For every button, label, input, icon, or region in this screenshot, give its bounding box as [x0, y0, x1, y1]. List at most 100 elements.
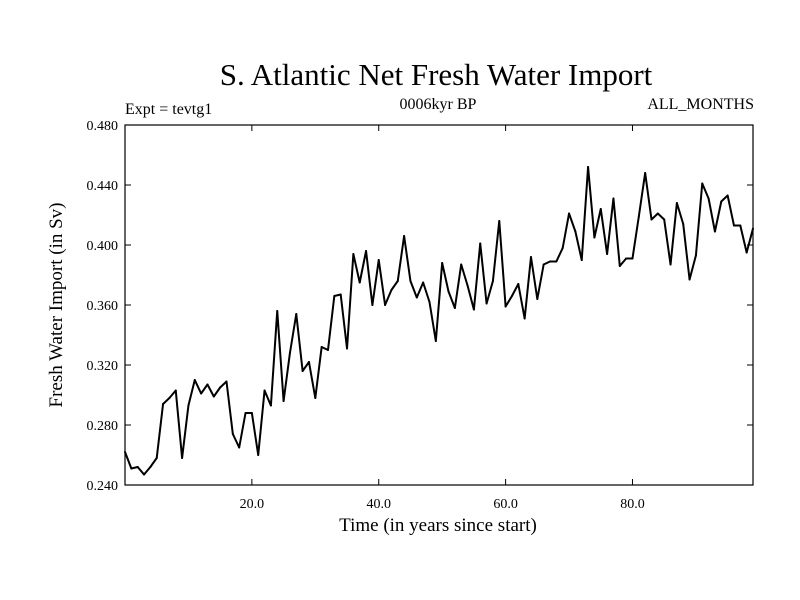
- data-point: [352, 253, 355, 255]
- data-point: [498, 220, 501, 222]
- data-point: [434, 340, 437, 342]
- data-point: [314, 397, 317, 399]
- data-point: [663, 218, 666, 221]
- data-point: [409, 280, 412, 282]
- data-point: [212, 395, 215, 398]
- data-point: [130, 467, 133, 470]
- data-point: [631, 257, 634, 260]
- data-point: [276, 310, 279, 312]
- data-point: [618, 265, 621, 267]
- data-point: [688, 278, 691, 281]
- data-point: [555, 260, 558, 263]
- data-point: [307, 361, 310, 363]
- data-point: [472, 308, 475, 311]
- period-label: 0006kyr BP: [400, 96, 477, 113]
- data-point: [460, 263, 463, 266]
- data-point: [346, 347, 349, 350]
- data-point: [587, 166, 590, 168]
- data-point: [574, 230, 577, 233]
- data-point: [295, 313, 298, 315]
- data-point: [447, 290, 450, 293]
- series-line: [124, 166, 754, 476]
- data-point: [637, 215, 640, 218]
- data-point: [568, 212, 571, 215]
- data-point: [504, 305, 507, 308]
- y-tick-label: 0.480: [87, 119, 119, 134]
- data-point: [333, 295, 336, 297]
- y-tick-label: 0.240: [87, 479, 119, 494]
- chart-title: S. Atlantic Net Fresh Water Import: [220, 57, 653, 92]
- data-point: [415, 296, 418, 299]
- data-point: [606, 253, 609, 255]
- data-point: [675, 202, 678, 204]
- x-axis-label: Time (in years since start): [339, 515, 537, 536]
- data-point: [263, 389, 266, 392]
- data-point: [143, 473, 146, 476]
- x-tick-label: 80.0: [620, 497, 645, 512]
- x-axis-ticks: [251, 125, 633, 485]
- data-point: [155, 457, 158, 459]
- x-tick-label: 20.0: [240, 497, 265, 512]
- data-point: [390, 289, 393, 291]
- plot-frame: [124, 124, 754, 486]
- data-point: [720, 200, 723, 203]
- x-tick-label: 60.0: [493, 497, 518, 512]
- data-point: [371, 304, 374, 306]
- y-tick-label: 0.440: [87, 179, 119, 194]
- data-point: [466, 284, 469, 287]
- data-point: [625, 257, 628, 260]
- data-point: [231, 433, 234, 435]
- data-point: [320, 346, 323, 348]
- data-point: [396, 280, 399, 282]
- data-point: [669, 263, 672, 266]
- y-tick-label: 0.320: [87, 359, 119, 374]
- data-point: [422, 281, 425, 284]
- data-point: [301, 370, 304, 372]
- data-point: [174, 389, 177, 392]
- data-point: [599, 208, 602, 210]
- y-tick-label: 0.280: [87, 419, 119, 434]
- data-point: [713, 230, 716, 233]
- x-axis-tick-labels: 20.0 40.0 60.0 80.0: [240, 497, 645, 512]
- data-point: [529, 256, 532, 258]
- data-point: [403, 235, 406, 237]
- y-axis-label: Fresh Water Import (in Sv): [46, 203, 67, 408]
- data-point: [219, 386, 222, 389]
- experiment-label: Expt = tevtg1: [125, 101, 212, 118]
- data-point: [453, 307, 456, 309]
- data-point: [580, 259, 583, 261]
- data-point: [282, 400, 285, 402]
- data-point: [200, 392, 203, 395]
- data-point: [225, 380, 228, 383]
- data-point: [517, 283, 520, 285]
- data-point: [593, 236, 596, 239]
- data-point: [257, 454, 260, 456]
- data-point: [485, 302, 488, 305]
- y-axis-tick-labels: 0.240 0.280 0.320 0.360 0.400 0.440 0.480: [87, 119, 119, 494]
- data-point: [732, 224, 735, 227]
- data-point: [726, 194, 729, 197]
- data-point: [491, 280, 494, 282]
- data-point: [149, 466, 152, 468]
- data-point: [739, 224, 742, 227]
- data-point: [384, 304, 387, 306]
- data-point: [707, 197, 710, 200]
- data-point: [523, 317, 526, 320]
- data-point: [269, 404, 272, 407]
- data-point: [510, 295, 513, 297]
- data-point: [136, 466, 139, 468]
- data-point: [181, 457, 184, 459]
- data-point: [162, 403, 165, 405]
- data-point: [644, 172, 647, 174]
- data-point: [168, 397, 171, 399]
- data-point: [441, 262, 444, 264]
- data-point: [536, 298, 539, 300]
- data-point: [326, 349, 329, 351]
- y-tick-label: 0.360: [87, 299, 119, 314]
- data-point: [701, 182, 704, 185]
- data-point: [365, 250, 368, 252]
- data-point: [549, 260, 552, 263]
- data-point: [238, 446, 241, 449]
- data-point: [650, 218, 653, 221]
